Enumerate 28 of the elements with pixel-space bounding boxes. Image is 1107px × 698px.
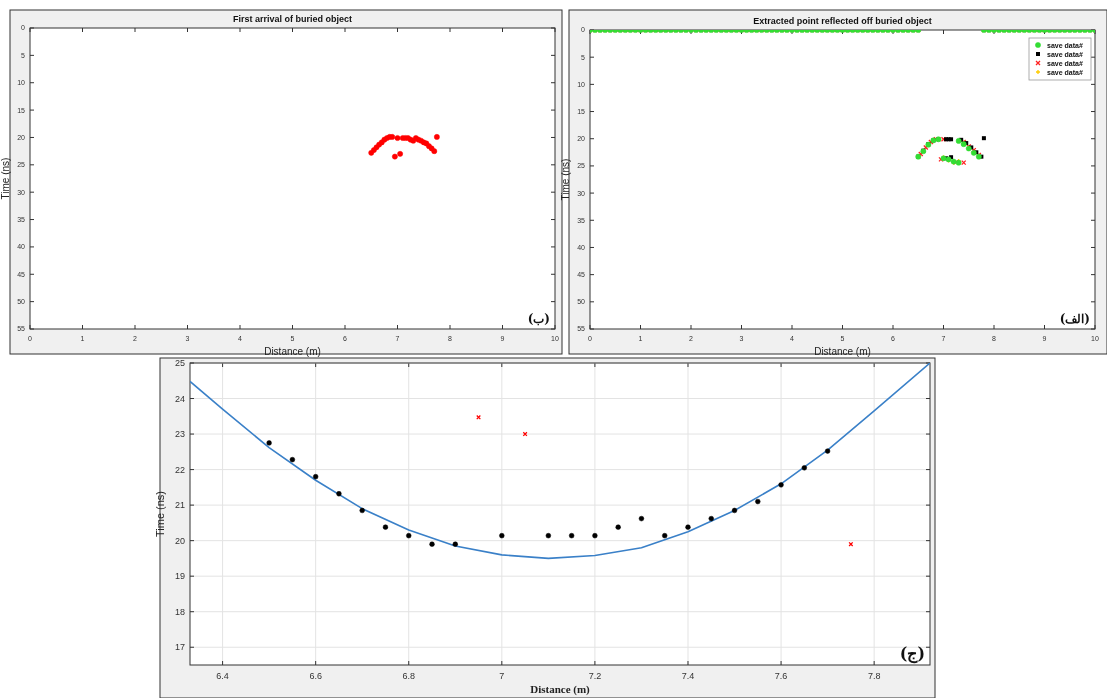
y-tick-label: 19 [174,571,185,582]
y-axis-title: Time (ns) [0,157,11,200]
y-axis-title: Time (ns) [154,490,167,538]
chart-title: Extracted point reflected off buried object [753,16,932,26]
x-tick-label: 7.4 [681,671,695,681]
y-axis-title: Time (ns) [559,158,571,201]
x-tick-label: 7 [499,671,505,681]
y-tick-label: 23 [174,429,185,440]
x-axis-title: Distance (m) [814,346,871,357]
x-tick-label: 7.6 [774,671,788,681]
x-tick-label: 7.8 [867,671,881,681]
chart-title: First arrival of buried object [232,14,353,24]
y-tick-label: 22 [174,464,185,475]
x-tick-label: 6.4 [216,671,229,681]
y-tick-label: 21 [174,500,185,511]
y-tick-label: 25 [174,358,185,369]
annotation: (الف) [1059,312,1090,326]
x-tick-label: 6.6 [309,671,322,681]
x-axis-title: Distance (m) [530,683,591,696]
y-tick-label: 18 [174,606,185,617]
y-tick-label: 24 [174,393,185,404]
annotation: (ج) [899,644,925,664]
y-tick-label: 20 [174,535,185,546]
x-tick-label: 7.2 [588,671,602,681]
annotation: (ب) [527,312,550,326]
x-axis-title: Distance (m) [264,346,321,357]
x-tick-label: 6.8 [402,671,415,681]
y-tick-label: 17 [174,642,185,653]
